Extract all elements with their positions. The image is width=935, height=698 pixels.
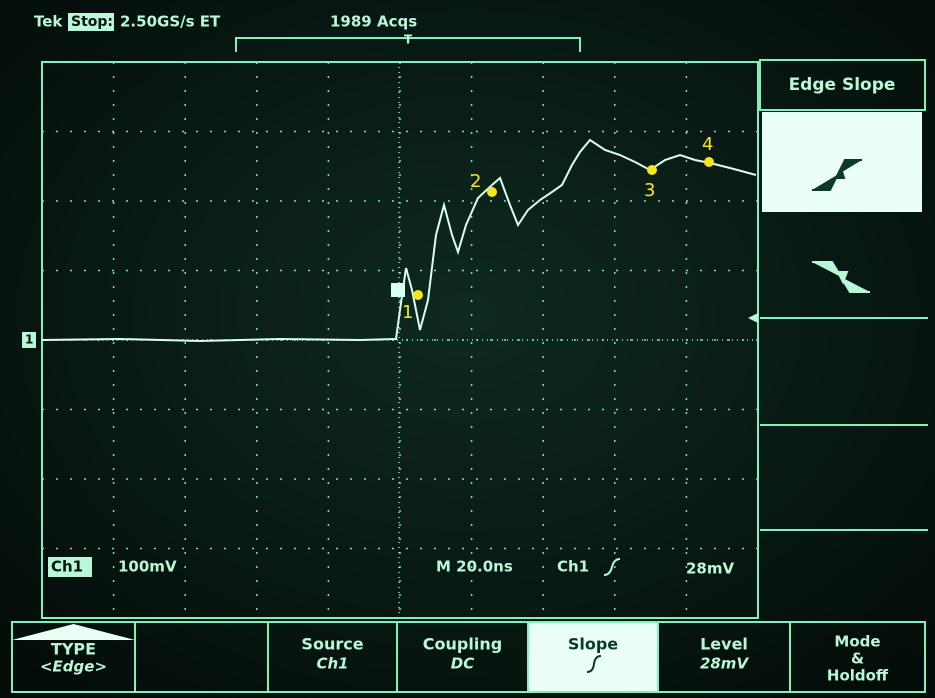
marker-dot [487,187,497,197]
menu-button[interactable] [11,621,136,693]
slope-icon [586,655,602,673]
marker-dot [647,165,657,175]
menu-value: 28mV [700,655,750,673]
state: Stop: [71,14,113,30]
channel-marker-box [22,332,36,348]
marker-label: 4 [702,134,713,155]
menu-label: & [851,650,864,668]
acquisitions: 1989 Acqs [330,13,417,31]
menu-label: Coupling [423,635,502,654]
marker-dot [704,157,714,167]
menu-button[interactable] [789,621,926,693]
marker-label: 1 [402,302,413,323]
timebase: M 20.0ns [436,558,513,576]
menu-value: <Edge> [40,658,107,676]
trigger-source: Ch1 [557,558,589,576]
channel-marker: 1 [25,333,33,347]
side-menu-header [759,59,926,111]
trigger-level: 28mV [686,560,735,578]
marker-label: 3 [644,180,655,201]
menu-button[interactable] [527,621,659,693]
rising-option[interactable] [762,112,922,212]
rising-icon [812,159,862,191]
menu-label: Source [301,635,363,654]
selected-tab [12,624,135,640]
marker-dot [413,290,423,300]
graticule [42,62,758,618]
scale: 100mV [118,558,177,576]
falling-icon [812,261,870,293]
trigger-marker: T [404,33,413,47]
menu-value: DC [451,655,474,673]
brand: Tek [34,13,63,31]
channel-badge [48,557,92,577]
level-arrow [748,313,758,323]
state-badge [68,13,114,31]
record-bracket [235,37,581,52]
marker-label: 2 [470,171,481,192]
channel: Ch1 [51,558,83,576]
menu-value: Ch1 [316,655,348,673]
trigger-point [391,283,405,297]
trigger-slope-icon [603,558,621,576]
menu-label: Mode [834,633,880,651]
side-menu-title: Edge Slope [789,75,896,95]
menu-label: Level [700,635,748,654]
sample-rate: 2.50GS/s ET [120,13,221,31]
falling-option[interactable] [762,214,922,318]
menu-label: Holdoff [827,667,889,685]
menu-label: Slope [568,635,618,654]
menu-label: TYPE [51,640,96,659]
